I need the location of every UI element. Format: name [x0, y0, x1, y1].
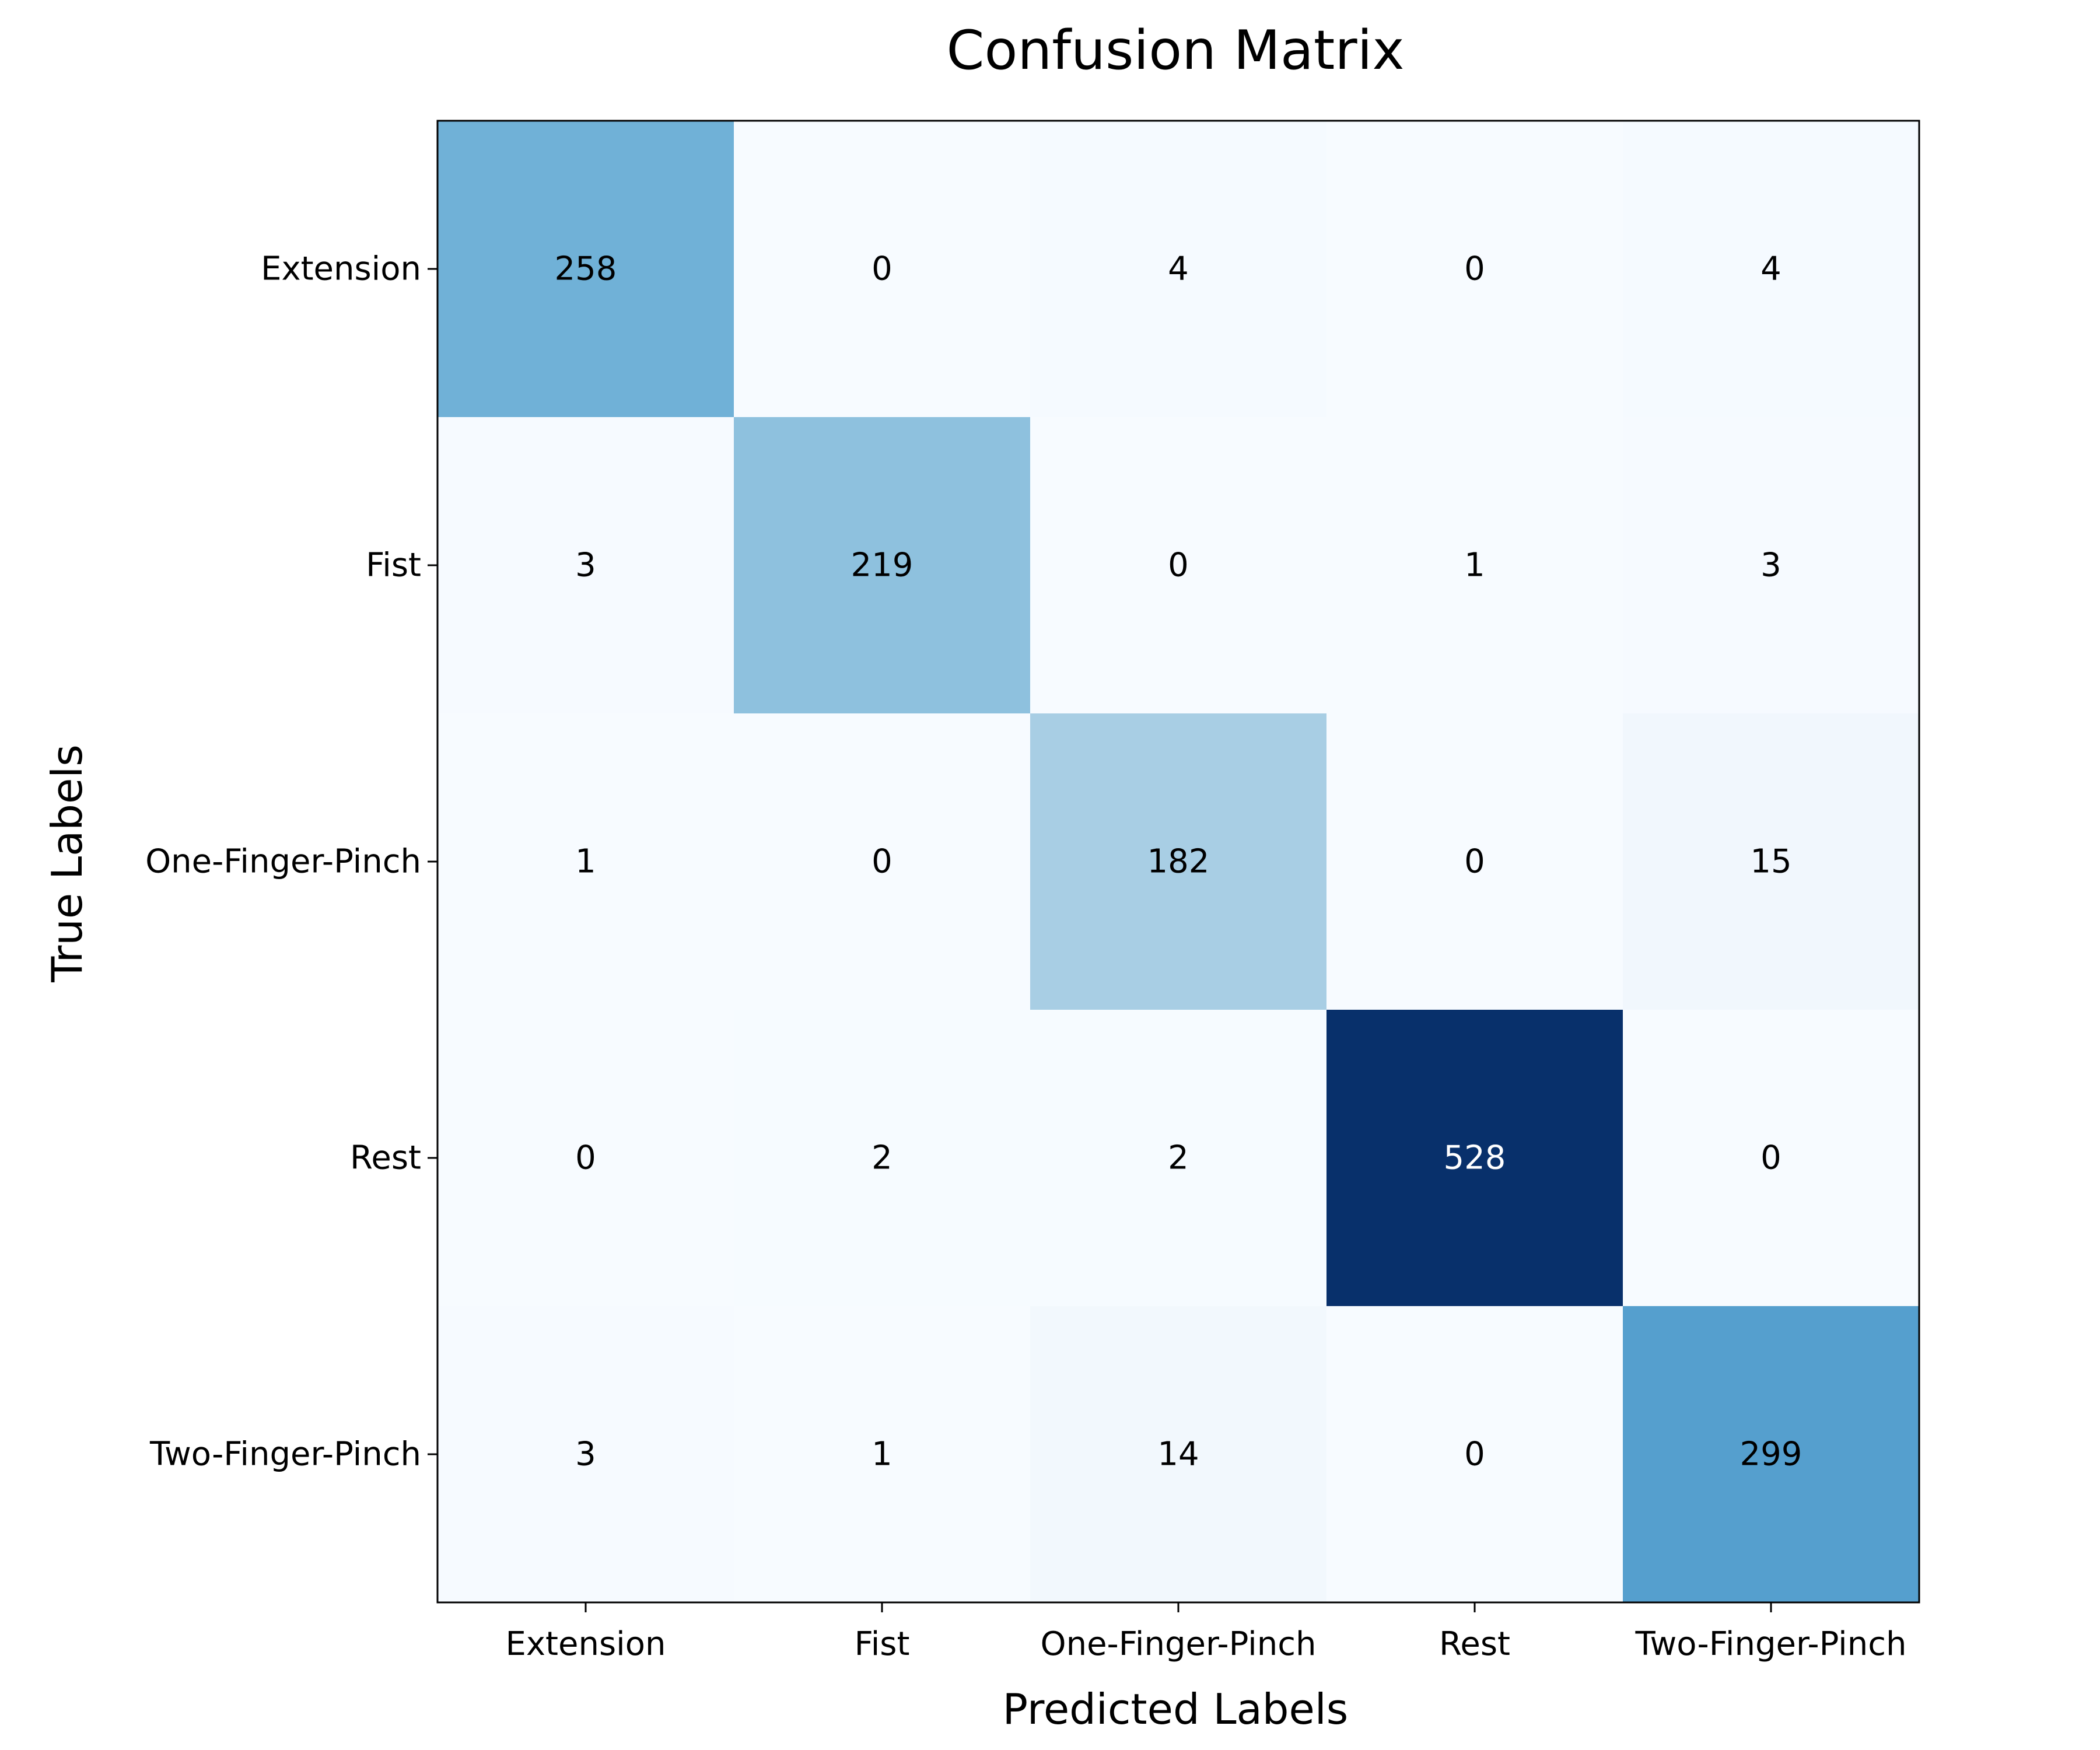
heatmap-cell	[734, 417, 1031, 714]
cell-value-label: 2	[1168, 1139, 1189, 1177]
x-axis-ticks: Extension Fist One-Finger-Pinch Rest Two-Fin…	[506, 1602, 1907, 1663]
heatmap-cell	[1030, 121, 1327, 418]
heatmap-cell	[1030, 1010, 1327, 1307]
x-tick-label: Extension	[506, 1625, 666, 1663]
heatmap-cell	[438, 713, 734, 1010]
heatmap-cells	[438, 121, 1920, 1603]
x-tick-label: Two-Finger-Pinch	[1635, 1625, 1907, 1663]
heatmap-cell	[1326, 1306, 1623, 1603]
cell-value-label: 0	[1464, 843, 1485, 881]
cell-value-label: 2	[872, 1139, 892, 1177]
heatmap-cell	[1030, 713, 1327, 1010]
cell-value-label: 528	[1444, 1139, 1506, 1177]
cell-value-label: 4	[1760, 250, 1782, 288]
heatmap-cell	[438, 121, 734, 418]
y-tick-label: One-Finger-Pinch	[145, 843, 421, 881]
heatmap-cell	[734, 121, 1031, 418]
cell-value-labels: 258 0 4 0 4 3 219 0 1 3 1 0 182 0 15 0 2 2 528 0 3 1 14 0 299	[555, 250, 1803, 1474]
y-tick-label: Two-Finger-Pinch	[149, 1436, 421, 1474]
cell-value-label: 219	[851, 547, 914, 584]
heatmap-cell	[1326, 1010, 1623, 1307]
heatmap-cell	[734, 713, 1031, 1010]
x-axis-label: Predicted Labels	[1003, 1685, 1349, 1734]
heatmap-cell	[1326, 417, 1623, 714]
cell-value-label: 3	[575, 547, 596, 584]
cell-value-label: 0	[1760, 1139, 1782, 1177]
cell-value-label: 258	[555, 250, 617, 288]
y-tick-label: Fist	[366, 547, 421, 584]
y-axis-ticks: Extension Fist One-Finger-Pinch Rest Two-Fin…	[145, 250, 438, 1474]
heatmap-cell	[1623, 1010, 1920, 1307]
cell-value-label: 1	[575, 843, 596, 881]
cell-value-label: 0	[1464, 1436, 1485, 1474]
heatmap-cell	[734, 1010, 1031, 1307]
heatmap-cell	[1326, 121, 1623, 418]
y-tick-label: Rest	[350, 1139, 421, 1177]
x-tick-label: One-Finger-Pinch	[1041, 1625, 1317, 1663]
cell-value-label: 182	[1147, 843, 1210, 881]
cell-value-label: 4	[1168, 250, 1189, 288]
cell-value-label: 0	[872, 843, 892, 881]
heatmap-cell	[438, 1010, 734, 1307]
cell-value-label: 14	[1157, 1436, 1199, 1474]
heatmap-cell	[1623, 713, 1920, 1010]
cell-value-label: 0	[1168, 547, 1189, 584]
x-tick-label: Fist	[855, 1625, 910, 1663]
chart-title: Confusion Matrix	[947, 19, 1405, 82]
y-tick-label: Extension	[261, 250, 421, 288]
heatmap-cell	[1623, 417, 1920, 714]
heatmap-cell	[734, 1306, 1031, 1603]
y-axis-label: True Labels	[43, 744, 92, 983]
x-tick-label: Rest	[1439, 1625, 1510, 1663]
heatmap-cell	[1623, 121, 1920, 418]
cell-value-label: 15	[1750, 843, 1791, 881]
heatmap-cell	[1326, 713, 1623, 1010]
heatmap-cell	[1030, 417, 1327, 714]
cell-value-label: 0	[575, 1139, 596, 1177]
heatmap-cell	[438, 417, 734, 714]
plot-frame	[436, 120, 1920, 1604]
cell-value-label: 1	[1464, 547, 1485, 584]
heatmap-cell	[438, 1306, 734, 1603]
cell-value-label: 0	[1464, 250, 1485, 288]
cell-value-label: 3	[1760, 547, 1782, 584]
cell-value-label: 1	[872, 1436, 892, 1474]
heatmap-cell	[1030, 1306, 1327, 1603]
cell-value-label: 3	[575, 1436, 596, 1474]
cell-value-label: 0	[872, 250, 892, 288]
heatmap-cell	[1623, 1306, 1920, 1603]
cell-value-label: 299	[1740, 1436, 1803, 1474]
